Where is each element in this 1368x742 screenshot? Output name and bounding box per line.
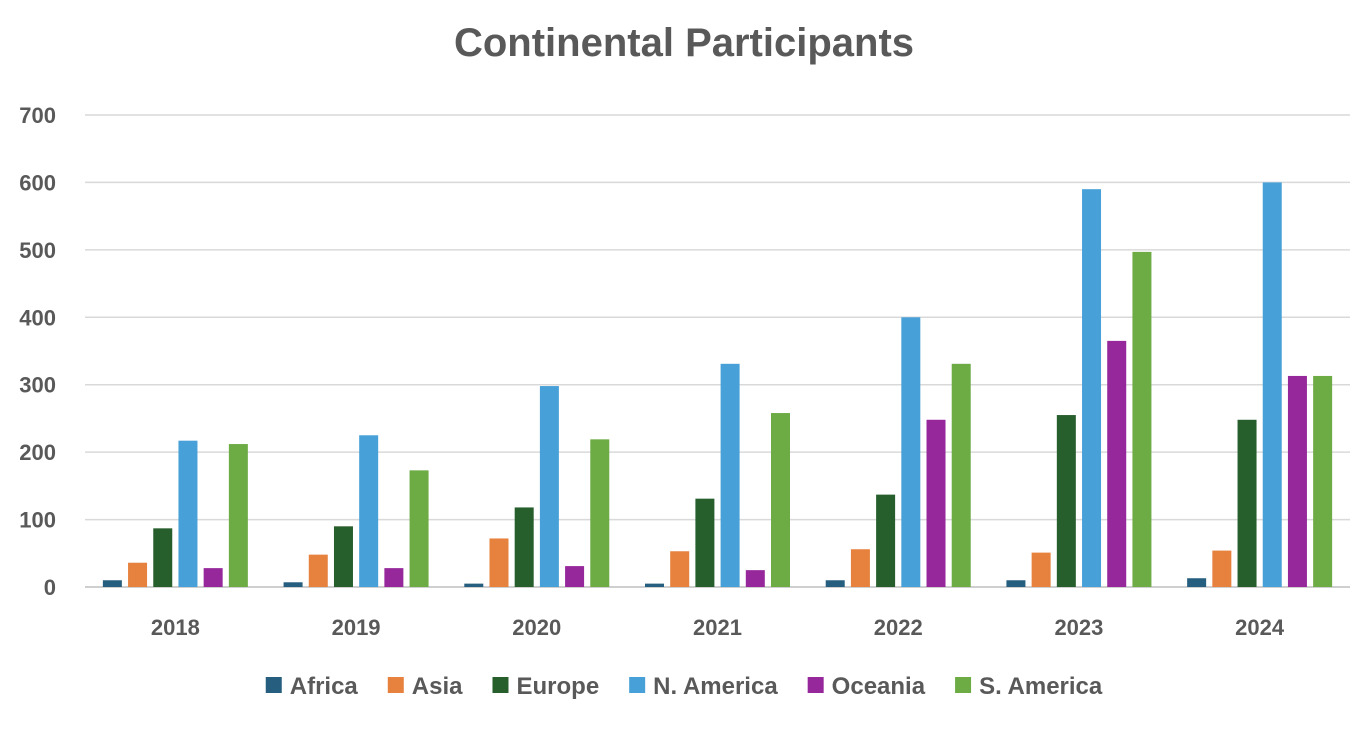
x-tick-label: 2023 xyxy=(1054,615,1103,640)
y-tick-label: 300 xyxy=(19,373,56,398)
legend-swatch-asia xyxy=(387,677,404,693)
bar-s-america-2020: S. America 2020: 219 xyxy=(590,439,610,587)
bar-europe-2018: Europe 2018: 87 xyxy=(153,528,173,587)
legend-swatch-europe xyxy=(492,677,509,693)
bar-asia-2020: Asia 2020: 72 xyxy=(489,538,509,587)
y-tick-label: 0 xyxy=(44,575,56,600)
bar-oceania-2024: Oceania 2024: 313 xyxy=(1287,375,1307,587)
legend-label-europe: Europe xyxy=(516,673,599,700)
bar-europe-2022: Europe 2022: 137 xyxy=(876,494,896,587)
bars: Africa 2018: 10 Asia 2018: 36Europe 2018:… xyxy=(102,182,1333,587)
y-axis-ticks: 0 100 200 300 400 500 600 700 xyxy=(19,103,56,600)
bar-asia-2019: Asia 2019: 48 xyxy=(308,554,328,587)
bar-n-america-2022: N. America 2022: 400 xyxy=(901,317,921,587)
bar-s-america-2021: S. America 2021: 258 xyxy=(771,413,790,587)
y-tick-label: 200 xyxy=(19,440,56,465)
y-tick-label: 400 xyxy=(19,305,56,330)
bar-africa-2021: Africa 2021: 5 xyxy=(645,583,664,587)
y-tick-label: 500 xyxy=(19,238,56,263)
bar-africa-2023: Africa 2023: 10 xyxy=(1006,580,1026,587)
y-tick-label: 100 xyxy=(19,508,56,533)
bar-oceania-2022: Oceania 2022: 248 xyxy=(926,419,946,587)
bar-oceania-2020: Oceania 2020: 31 xyxy=(565,566,585,587)
x-tick-label: 2018 xyxy=(151,615,200,640)
legend-label-asia: Asia xyxy=(412,673,463,700)
bar-africa-2024: Africa 2024: 13 xyxy=(1187,578,1207,587)
legend: Africa Asia Europe N. America Oceania S. Amer… xyxy=(265,673,1103,700)
legend-swatch-s-america xyxy=(955,677,972,693)
bar-asia-2018: Asia 2018: 36 xyxy=(128,562,148,587)
bar-n-america-2023: N. America 2023: 590 xyxy=(1082,189,1102,587)
bar-asia-2024: Asia 2024: 54 xyxy=(1212,550,1232,587)
chart-title: Continental Participants xyxy=(454,21,914,65)
gridlines xyxy=(85,114,1350,588)
bar-asia-2022: Asia 2022: 56 xyxy=(850,549,870,587)
bar-oceania-2018: Oceania 2018: 28 xyxy=(203,568,223,587)
bar-s-america-2022: S. America 2022: 331 xyxy=(951,363,971,587)
bar-n-america-2018: N. America 2018: 217 xyxy=(178,440,198,587)
x-tick-label: 2022 xyxy=(874,615,923,640)
bar-oceania-2023: Oceania 2023: 365 xyxy=(1107,340,1127,587)
y-tick-label: 600 xyxy=(19,170,56,195)
x-tick-label: 2019 xyxy=(332,615,381,640)
bar-africa-2018: Africa 2018: 10 xyxy=(102,580,122,587)
legend-label-s-america: S. America xyxy=(979,673,1103,700)
legend-swatch-n-america xyxy=(629,677,646,693)
bar-s-america-2018: S. America 2018: 212 xyxy=(228,444,248,587)
bar-africa-2020: Africa 2020: 5 xyxy=(464,583,484,587)
bar-n-america-2021: N. America 2021: 331 xyxy=(720,363,740,587)
legend-swatch-africa xyxy=(265,677,282,693)
bar-n-america-2024: N. America 2024: 600 xyxy=(1262,182,1282,587)
bar-n-america-2020: N. America 2020: 298 xyxy=(539,386,559,587)
legend-swatch-oceania xyxy=(807,677,824,693)
bar-oceania-2021: Oceania 2021: 25 xyxy=(745,570,765,587)
x-tick-label: 2020 xyxy=(512,615,561,640)
bar-oceania-2019: Oceania 2019: 28 xyxy=(384,568,404,587)
bar-europe-2019: Europe 2019: 90 xyxy=(333,526,353,587)
bar-europe-2023: Europe 2023: 255 xyxy=(1056,415,1076,587)
bar-s-america-2024: S. America 2024: 313 xyxy=(1313,375,1333,587)
x-tick-label: 2021 xyxy=(693,615,742,640)
bar-europe-2024: Europe 2024: 248 xyxy=(1237,419,1257,587)
y-tick-label: 700 xyxy=(19,103,56,128)
bar-s-america-2023: S. America 2023: 497 xyxy=(1132,251,1152,587)
legend-label-n-america: N. America xyxy=(653,673,778,700)
bar-europe-2021: Europe 2021: 131 xyxy=(695,498,715,587)
bar-n-america-2019: N. America 2019: 225 xyxy=(359,435,379,587)
x-axis-ticks: 2018 2019 2020 2021 2022 2023 2024 xyxy=(151,615,1285,640)
bar-africa-2019: Africa 2019: 7 xyxy=(283,582,303,587)
legend-label-africa: Africa xyxy=(290,673,359,700)
bar-asia-2021: Asia 2021: 53 xyxy=(670,551,690,587)
x-tick-label: 2024 xyxy=(1235,615,1285,640)
bar-europe-2020: Europe 2020: 118 xyxy=(514,507,534,587)
legend-label-oceania: Oceania xyxy=(832,673,926,700)
bar-s-america-2019: S. America 2019: 173 xyxy=(409,470,429,587)
bar-asia-2023: Asia 2023: 51 xyxy=(1031,552,1051,587)
bar-africa-2022: Africa 2022: 10 xyxy=(825,580,845,587)
